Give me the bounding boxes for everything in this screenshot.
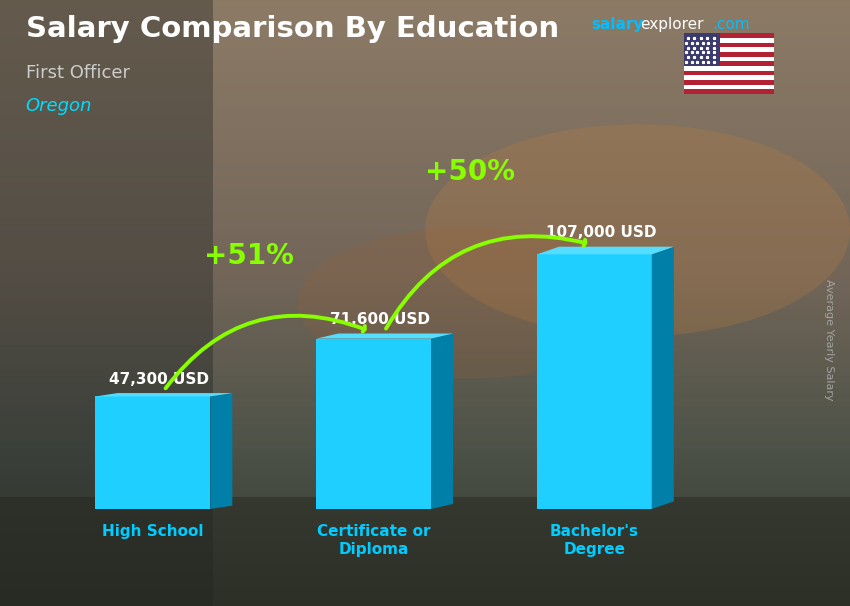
Text: Oregon: Oregon bbox=[26, 97, 92, 115]
Bar bbox=[0, 0, 212, 606]
Text: First Officer: First Officer bbox=[26, 64, 129, 82]
Text: salary: salary bbox=[591, 17, 643, 32]
Ellipse shape bbox=[425, 124, 850, 336]
Polygon shape bbox=[316, 339, 431, 509]
Polygon shape bbox=[431, 333, 453, 509]
Text: High School: High School bbox=[102, 524, 204, 539]
Bar bbox=[684, 80, 774, 85]
Bar bbox=[684, 33, 720, 66]
Bar bbox=[684, 52, 774, 56]
Text: 71,600 USD: 71,600 USD bbox=[331, 312, 430, 327]
Bar bbox=[684, 56, 774, 61]
Ellipse shape bbox=[298, 227, 638, 379]
Bar bbox=[684, 38, 774, 42]
Polygon shape bbox=[537, 247, 674, 255]
Polygon shape bbox=[95, 393, 232, 396]
Text: +51%: +51% bbox=[204, 242, 294, 270]
Bar bbox=[0, 497, 850, 606]
Bar bbox=[684, 75, 774, 80]
Bar bbox=[684, 89, 774, 94]
Text: Bachelor's
Degree: Bachelor's Degree bbox=[550, 524, 639, 557]
Bar bbox=[684, 47, 774, 52]
Text: .com: .com bbox=[712, 17, 750, 32]
Polygon shape bbox=[210, 393, 232, 509]
Bar bbox=[684, 85, 774, 89]
Bar bbox=[684, 61, 774, 66]
Polygon shape bbox=[652, 247, 674, 509]
Text: +50%: +50% bbox=[425, 158, 514, 185]
Text: explorer: explorer bbox=[640, 17, 704, 32]
Bar bbox=[684, 33, 774, 38]
Text: Average Yearly Salary: Average Yearly Salary bbox=[824, 279, 834, 400]
Text: Salary Comparison By Education: Salary Comparison By Education bbox=[26, 15, 558, 43]
Bar bbox=[684, 42, 774, 47]
Polygon shape bbox=[95, 396, 210, 509]
Bar bbox=[684, 66, 774, 71]
Polygon shape bbox=[537, 255, 652, 509]
Text: 47,300 USD: 47,300 USD bbox=[110, 371, 209, 387]
Text: 107,000 USD: 107,000 USD bbox=[546, 225, 656, 241]
Bar bbox=[684, 71, 774, 75]
Text: Certificate or
Diploma: Certificate or Diploma bbox=[317, 524, 430, 557]
Polygon shape bbox=[316, 333, 453, 339]
